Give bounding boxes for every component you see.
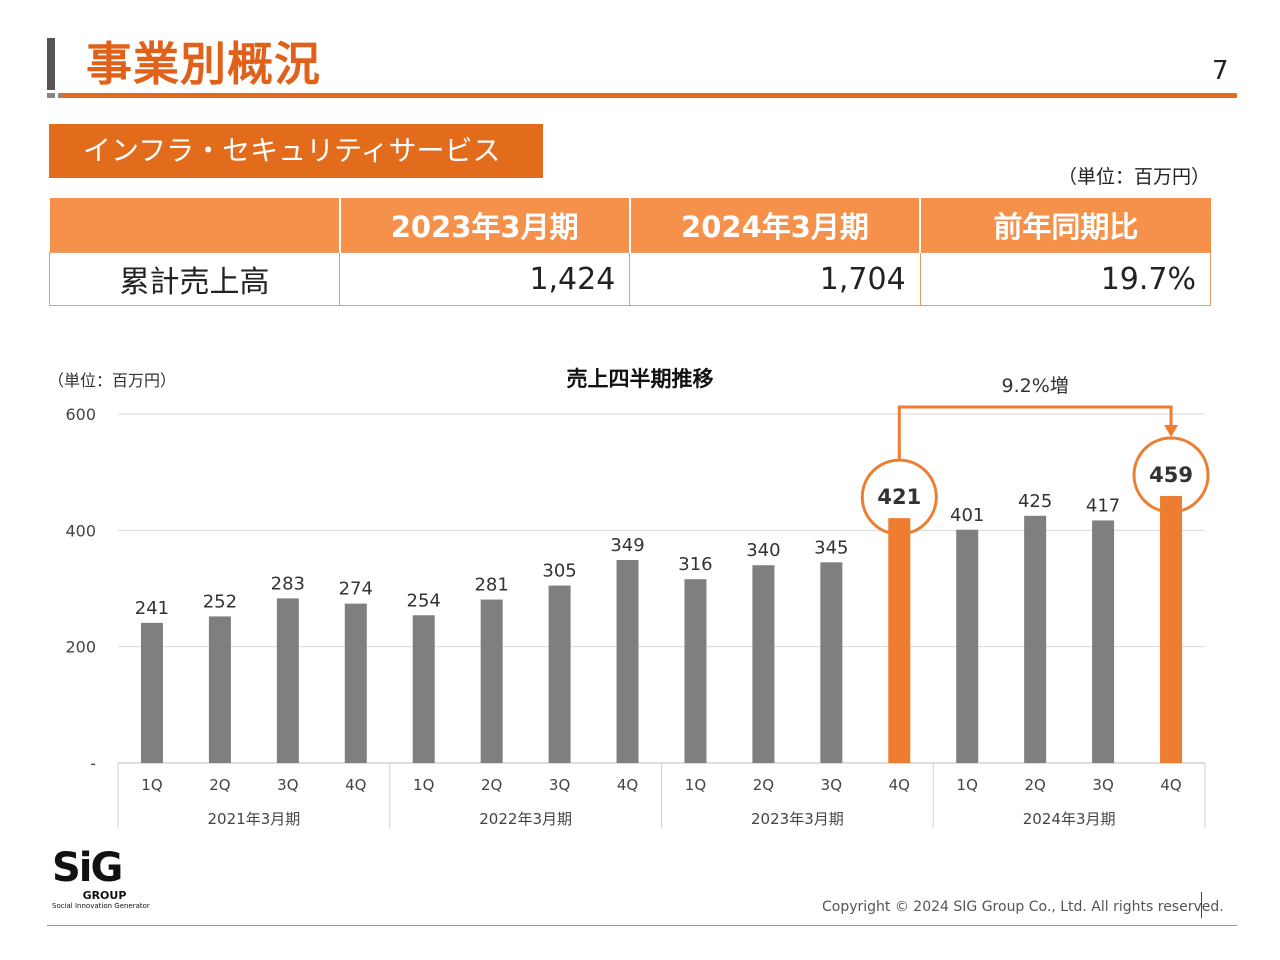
y-tick-label-2: 400	[65, 521, 96, 540]
x-tick-label-0-3: 4Q	[345, 776, 366, 794]
bar-value-label-2-0: 316	[678, 554, 712, 575]
summary-header-empty	[49, 198, 341, 253]
chart-annotation: 9.2%増	[897, 375, 1179, 461]
x-tick-label-1-3: 4Q	[617, 776, 638, 794]
group-label-2: 2023年3月期	[751, 810, 844, 828]
bar-value-label-3-2: 417	[1086, 495, 1120, 516]
annotation-bracket	[897, 405, 1173, 461]
bar-value-label-2-2: 345	[814, 537, 848, 558]
group-label-1: 2022年3月期	[479, 810, 572, 828]
bar-0-0	[140, 622, 163, 763]
x-tick-label-0-2: 3Q	[277, 776, 298, 794]
bar-2-0	[684, 579, 707, 763]
bar-0-2	[276, 598, 299, 763]
annotation-arrowhead	[1164, 425, 1179, 438]
logo-tagline: Social Innovation Generator	[52, 902, 150, 910]
title-rule-accent	[47, 93, 67, 98]
x-tick-label-3-1: 2Q	[1024, 776, 1045, 794]
x-tick-label-2-3: 4Q	[889, 776, 910, 794]
bar-1-1	[480, 599, 503, 763]
logo-wordmark: SiG	[52, 845, 123, 891]
x-tick-label-3-0: 1Q	[957, 776, 978, 794]
x-tick-label-1-0: 1Q	[413, 776, 434, 794]
bar-2-2	[820, 562, 843, 763]
x-tick-label-3-3: 4Q	[1160, 776, 1181, 794]
chart-x-axis: 1Q 2Q 3Q 4Q 2021年3月期 1Q 2Q 3Q 4Q 2022年3月期 1Q 2Q 3Q 4Q…	[117, 763, 1206, 828]
x-tick-label-2-1: 2Q	[753, 776, 774, 794]
summary-header-fy2023: 2023年3月期	[339, 198, 631, 253]
bar-0-1	[208, 616, 231, 763]
chart-gridlines	[118, 413, 1205, 764]
bar-value-label-0-0: 241	[135, 598, 169, 619]
x-tick-label-3-2: 3Q	[1092, 776, 1113, 794]
bar-1-3	[616, 559, 639, 763]
section-tag: インフラ・セキュリティサービス	[49, 124, 543, 178]
x-tick-label-2-2: 3Q	[821, 776, 842, 794]
bar-value-label-0-3: 274	[339, 579, 373, 600]
bar-3-3	[1160, 496, 1183, 763]
bar-value-label-0-2: 283	[271, 573, 305, 594]
page-number: 7	[1212, 56, 1229, 86]
summary-table: 2023年3月期 2024年3月期 前年同期比 累計売上高 1,424 1,70…	[49, 198, 1212, 306]
bar-3-2	[1092, 520, 1115, 763]
summary-data-row: 累計売上高 1,424 1,704 19.7%	[49, 252, 1212, 306]
group-label-3: 2024年3月期	[1023, 810, 1116, 828]
logo-group-text: GROUP	[82, 889, 127, 902]
bar-value-label-1-2: 305	[542, 561, 576, 582]
chart-y-axis: - 200 400 600	[65, 405, 96, 773]
footer-rule	[47, 925, 1237, 926]
summary-value-fy2024: 1,704	[629, 252, 921, 306]
chart-title: 売上四半期推移	[567, 367, 714, 391]
x-tick-label-0-1: 2Q	[209, 776, 230, 794]
highlight-circle-3-3	[1132, 436, 1210, 514]
bar-value-label-2-3: 421	[877, 485, 921, 509]
summary-header-yoy: 前年同期比	[920, 198, 1211, 253]
summary-header-row: 2023年3月期 2024年3月期 前年同期比	[49, 198, 1211, 253]
chart-bars: 241 252 283 274 254 281 305 349 316 340 345 421 401 4…	[135, 436, 1210, 763]
summary-value-fy2023: 1,424	[338, 252, 631, 306]
sig-group-logo: SiG GROUP Social Innovation Generator	[52, 848, 162, 916]
x-tick-label-0-0: 1Q	[141, 776, 162, 794]
bar-3-1	[1024, 515, 1047, 763]
copyright-text: Copyright © 2024 SIG Group Co., Ltd. All…	[822, 899, 1224, 915]
summary-value-yoy: 19.7%	[919, 252, 1212, 306]
bar-value-label-2-1: 340	[746, 540, 780, 561]
bar-3-0	[956, 529, 979, 763]
bar-value-label-1-1: 281	[474, 575, 508, 596]
bar-value-label-0-1: 252	[203, 591, 237, 612]
bar-value-label-3-0: 401	[950, 505, 984, 526]
bar-value-label-1-3: 349	[610, 535, 644, 556]
page-title: 事業別概況	[86, 37, 321, 91]
bar-value-label-3-3: 459	[1149, 463, 1193, 487]
x-tick-label-2-0: 1Q	[685, 776, 706, 794]
x-tick-label-1-2: 3Q	[549, 776, 570, 794]
y-tick-label-3: 600	[65, 405, 96, 424]
bar-value-label-3-1: 425	[1018, 491, 1052, 512]
bar-2-3	[888, 518, 911, 763]
table-unit-label: （単位：百万円）	[1058, 166, 1211, 188]
bar-1-0	[412, 615, 435, 763]
bar-0-3	[344, 603, 367, 763]
bar-value-label-1-0: 254	[407, 590, 441, 611]
summary-header-fy2024: 2024年3月期	[629, 198, 922, 253]
title-accent-bar	[47, 38, 55, 90]
bar-2-1	[752, 565, 775, 763]
x-tick-label-1-1: 2Q	[481, 776, 502, 794]
summary-row-label: 累計売上高	[49, 252, 340, 306]
chart-unit-label: （単位：百万円）	[48, 371, 176, 390]
title-rule	[62, 93, 1237, 98]
copyright-divider	[1201, 892, 1202, 918]
y-tick-label-0: -	[90, 754, 96, 773]
annotation-label: 9.2%増	[1002, 375, 1069, 397]
bar-1-2	[548, 585, 571, 763]
y-tick-label-1: 200	[65, 638, 96, 657]
group-label-0: 2021年3月期	[208, 810, 301, 828]
